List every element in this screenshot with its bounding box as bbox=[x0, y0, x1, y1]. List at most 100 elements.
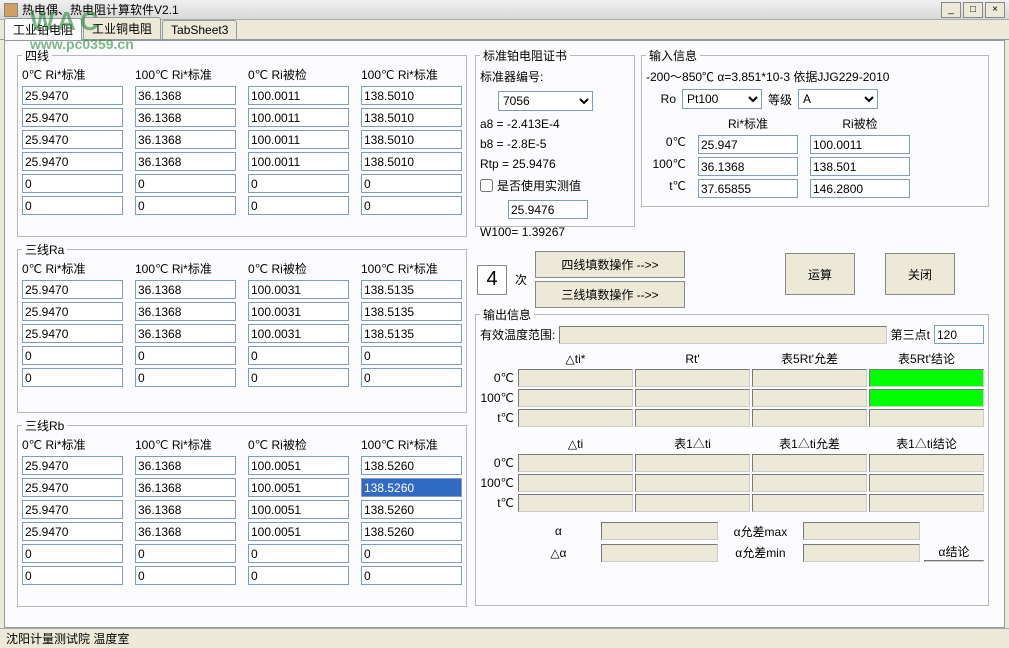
maximize-button[interactable]: □ bbox=[963, 2, 983, 18]
grid-input[interactable] bbox=[248, 302, 349, 321]
col-header: 100℃ Ri*标准 bbox=[361, 436, 462, 453]
grid-input[interactable] bbox=[361, 522, 462, 541]
grid-input[interactable] bbox=[22, 174, 123, 193]
use-measured-checkbox[interactable] bbox=[480, 179, 493, 192]
grid-input[interactable] bbox=[22, 522, 123, 541]
grid-input[interactable] bbox=[22, 324, 123, 343]
grid-input[interactable] bbox=[22, 346, 123, 365]
section-四线: 四线0℃ Ri*标准100℃ Ri*标准0℃ Ri被检100℃ Ri*标准 bbox=[17, 47, 467, 237]
r100c-chk-input[interactable] bbox=[810, 157, 910, 176]
grid-input[interactable] bbox=[22, 152, 123, 171]
grid-input[interactable] bbox=[22, 456, 123, 475]
grid-input[interactable] bbox=[135, 566, 236, 585]
minimize-button[interactable]: _ bbox=[941, 2, 961, 18]
grid-input[interactable] bbox=[361, 500, 462, 519]
grid-input[interactable] bbox=[361, 108, 462, 127]
grid-input[interactable] bbox=[248, 566, 349, 585]
grid-input[interactable] bbox=[361, 302, 462, 321]
grid-input[interactable] bbox=[248, 174, 349, 193]
app-icon bbox=[4, 3, 18, 17]
grid-input[interactable] bbox=[248, 500, 349, 519]
close-button2[interactable]: 关闭 bbox=[885, 253, 955, 295]
grid-input[interactable] bbox=[361, 280, 462, 299]
grid-input[interactable] bbox=[248, 478, 349, 497]
grid-input[interactable] bbox=[361, 566, 462, 585]
grid-input[interactable] bbox=[248, 280, 349, 299]
out-cell bbox=[869, 454, 984, 472]
grid-input[interactable] bbox=[361, 478, 462, 497]
grid-input[interactable] bbox=[135, 368, 236, 387]
grid-input[interactable] bbox=[361, 544, 462, 563]
grid-input[interactable] bbox=[248, 368, 349, 387]
tab-copper[interactable]: 工业铜电阻 bbox=[83, 17, 161, 39]
grid-input[interactable] bbox=[361, 346, 462, 365]
grid-input[interactable] bbox=[361, 456, 462, 475]
out-cell bbox=[752, 369, 867, 387]
tab-sheet3[interactable]: TabSheet3 bbox=[162, 20, 237, 39]
rtc-std-input[interactable] bbox=[698, 179, 798, 198]
grid-input[interactable] bbox=[22, 566, 123, 585]
grid-input[interactable] bbox=[135, 152, 236, 171]
grid-input[interactable] bbox=[361, 130, 462, 149]
r0c-chk-input[interactable] bbox=[810, 135, 910, 154]
grid-input[interactable] bbox=[135, 346, 236, 365]
grid-input[interactable] bbox=[361, 324, 462, 343]
grid-input[interactable] bbox=[22, 368, 123, 387]
grid-input[interactable] bbox=[22, 108, 123, 127]
grid-input[interactable] bbox=[22, 302, 123, 321]
fill-3wire-button[interactable]: 三线填数操作 -->> bbox=[535, 281, 685, 308]
out-row-label: t℃ bbox=[480, 411, 516, 425]
grid-input[interactable] bbox=[135, 522, 236, 541]
grid-input[interactable] bbox=[135, 302, 236, 321]
out-cell bbox=[869, 494, 984, 512]
grid-input[interactable] bbox=[248, 196, 349, 215]
grid-input[interactable] bbox=[135, 544, 236, 563]
grid-input[interactable] bbox=[22, 130, 123, 149]
grid-input[interactable] bbox=[135, 174, 236, 193]
grid-input[interactable] bbox=[22, 280, 123, 299]
grid-input[interactable] bbox=[22, 86, 123, 105]
grid-input[interactable] bbox=[22, 196, 123, 215]
grid-input[interactable] bbox=[135, 478, 236, 497]
ro-select[interactable]: Pt100 bbox=[682, 89, 762, 109]
grid-input[interactable] bbox=[248, 152, 349, 171]
grid-input[interactable] bbox=[248, 86, 349, 105]
grid-input[interactable] bbox=[248, 544, 349, 563]
measured-input[interactable] bbox=[508, 200, 588, 219]
grid-input[interactable] bbox=[248, 130, 349, 149]
grid-input[interactable] bbox=[135, 456, 236, 475]
grid-input[interactable] bbox=[135, 86, 236, 105]
serial-select[interactable]: 7056 bbox=[498, 91, 593, 111]
grid-input[interactable] bbox=[248, 324, 349, 343]
grid-input[interactable] bbox=[22, 544, 123, 563]
close-button[interactable]: × bbox=[985, 2, 1005, 18]
calc-button[interactable]: 运算 bbox=[785, 253, 855, 295]
grid-input[interactable] bbox=[361, 174, 462, 193]
r100c-std-input[interactable] bbox=[698, 157, 798, 176]
grid-input[interactable] bbox=[361, 152, 462, 171]
grid-input[interactable] bbox=[22, 500, 123, 519]
grid-input[interactable] bbox=[135, 500, 236, 519]
grade-select[interactable]: A bbox=[798, 89, 878, 109]
grid-input[interactable] bbox=[248, 346, 349, 365]
grid-input[interactable] bbox=[135, 196, 236, 215]
grid-input[interactable] bbox=[248, 522, 349, 541]
grid-input[interactable] bbox=[135, 108, 236, 127]
tab-platinum[interactable]: 工业铂电阻 bbox=[4, 18, 82, 40]
pt3-input[interactable] bbox=[934, 325, 984, 344]
out-row-label: 0℃ bbox=[480, 371, 516, 385]
grid-input[interactable] bbox=[248, 108, 349, 127]
grid-input[interactable] bbox=[135, 130, 236, 149]
rtp-text: Rtp = 25.9476 bbox=[480, 157, 630, 171]
r0c-std-input[interactable] bbox=[698, 135, 798, 154]
grid-input[interactable] bbox=[135, 280, 236, 299]
a8-text: a8 = -2.413E-4 bbox=[480, 117, 630, 131]
rtc-chk-input[interactable] bbox=[810, 179, 910, 198]
fill-4wire-button[interactable]: 四线填数操作 -->> bbox=[535, 251, 685, 278]
grid-input[interactable] bbox=[22, 478, 123, 497]
grid-input[interactable] bbox=[248, 456, 349, 475]
grid-input[interactable] bbox=[135, 324, 236, 343]
grid-input[interactable] bbox=[361, 196, 462, 215]
grid-input[interactable] bbox=[361, 368, 462, 387]
grid-input[interactable] bbox=[361, 86, 462, 105]
